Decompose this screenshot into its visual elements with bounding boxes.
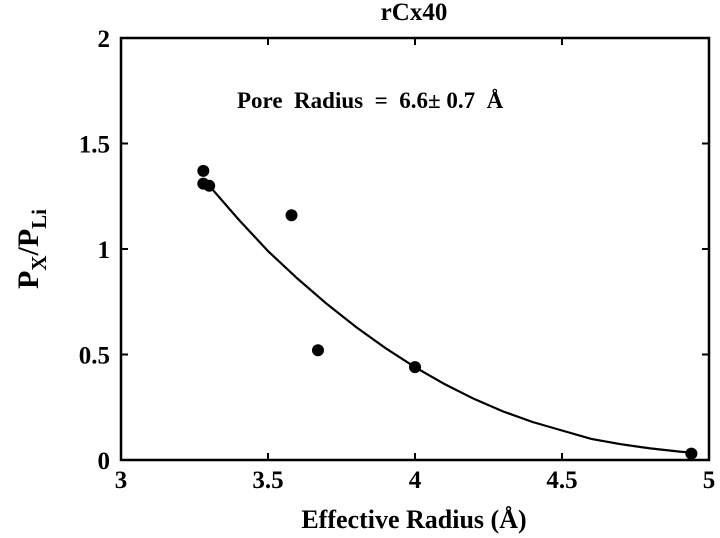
- fit-curve: [208, 184, 692, 454]
- x-tick-label: 5: [703, 467, 716, 494]
- data-points: [197, 164, 698, 460]
- y-axis-label: PX/PLi: [12, 209, 51, 289]
- data-point: [285, 209, 298, 222]
- fit-curve-group: [208, 184, 692, 454]
- pore-radius-annotation: Pore Radius = 6.6± 0.7 Å: [237, 88, 504, 113]
- x-tick-label: 3.5: [252, 467, 283, 494]
- data-point: [197, 164, 210, 177]
- x-axis-label: Effective Radius (Å): [301, 505, 526, 534]
- y-tick-label: 2: [98, 26, 111, 53]
- x-tick-label: 4: [409, 467, 422, 494]
- y-label-sub-li: Li: [27, 209, 51, 229]
- x-tick-label: 3: [115, 467, 128, 494]
- data-point: [311, 344, 324, 357]
- data-point: [685, 447, 698, 460]
- y-label-sub-x: X: [27, 256, 51, 271]
- y-tick-label: 0.5: [79, 343, 110, 370]
- y-label-p: P: [12, 271, 45, 289]
- y-tick-label: 1.5: [79, 132, 110, 159]
- chart-title: rCx40: [381, 0, 448, 26]
- y-tick-label: 1: [98, 237, 111, 264]
- data-point: [203, 179, 216, 192]
- y-tick-label: 0: [98, 448, 111, 475]
- axis-ticks: 3 3.5 4 4.5 5 0 0.5 1 1.5 2: [79, 26, 716, 494]
- data-point: [409, 361, 421, 374]
- x-tick-label: 4.5: [546, 467, 577, 494]
- y-label-slash-p: /P: [12, 229, 45, 257]
